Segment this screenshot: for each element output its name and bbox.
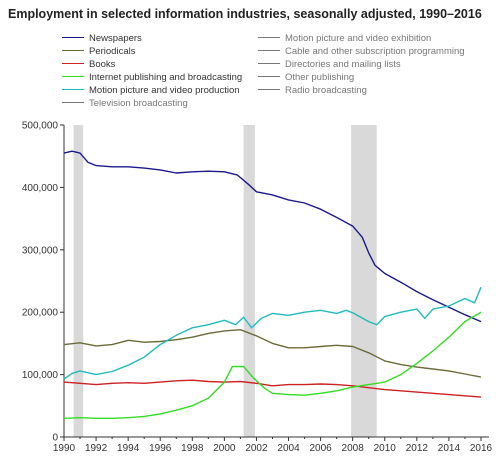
y-tick-label: 500,000: [22, 121, 59, 132]
legend-label-directories-mailing: Directories and mailing lists: [285, 59, 401, 70]
y-tick-label: 200,000: [22, 308, 59, 319]
series-line-internet-publishing-and-broadcasting: [63, 311, 482, 419]
legend-swatch-newspapers: [62, 36, 84, 38]
legend-swatch-cable-programming: [258, 49, 280, 51]
x-tick-label: 2008: [342, 443, 365, 454]
legend-label-television-broadcasting: Television broadcasting: [89, 98, 188, 109]
x-tick-label: 2014: [438, 443, 461, 454]
x-tick-label: 1998: [181, 443, 204, 454]
legend-label-newspapers: Newspapers: [89, 33, 142, 44]
series-line-periodicals: [63, 329, 482, 378]
legend-label-other-publishing: Other publishing: [285, 72, 355, 83]
legend-label-periodicals: Periodicals: [89, 46, 136, 57]
legend-label-cable-programming: Cable and other subscription programming: [285, 46, 465, 57]
legend-label-internet-publishing: Internet publishing and broadcasting: [89, 72, 243, 83]
y-tick-label: 100,000: [22, 370, 59, 381]
legend-swatch-directories-mailing: [258, 62, 280, 64]
axes: 0 100,000 200,000 300,000 400,000 500,000 1990…: [22, 121, 493, 455]
series-line-newspapers: [63, 150, 482, 323]
legend-label-books: Books: [89, 59, 116, 70]
legend-swatch-radio-broadcasting: [258, 88, 280, 90]
y-tick-label: 0: [52, 433, 58, 444]
series-line-books: [63, 379, 482, 398]
x-tick-label: 1992: [85, 443, 108, 454]
legend-swatch-periodicals: [62, 49, 84, 51]
legend-periodicals[interactable]: Periodicals: [62, 46, 135, 58]
legend-label-motion-picture-production: Motion picture and video production: [89, 85, 240, 96]
x-tick-label: 2002: [245, 443, 268, 454]
legend-internet-publishing[interactable]: Internet publishing and broadcasting: [62, 72, 242, 84]
legend-books[interactable]: Books: [62, 59, 115, 71]
y-tick-label: 400,000: [22, 183, 59, 194]
legend-swatch-television-broadcasting: [62, 101, 84, 103]
legend-swatch-books: [62, 62, 84, 64]
x-tick-label: 2000: [213, 443, 236, 454]
recession-band: [243, 125, 255, 437]
series-lines: [63, 150, 482, 419]
legend-cable-programming[interactable]: Cable and other subscription programming: [258, 46, 465, 58]
x-tick-label: 2012: [406, 443, 429, 454]
legend-swatch-motion-picture-exhibition: [258, 36, 280, 38]
x-tick-label: 2004: [277, 443, 300, 454]
legend-swatch-internet-publishing: [62, 75, 84, 77]
legend-newspapers[interactable]: Newspapers: [62, 33, 142, 45]
legend-other-publishing[interactable]: Other publishing: [258, 72, 354, 84]
y-tick-label: 300,000: [22, 245, 59, 256]
recession-band: [351, 125, 377, 437]
legend-television-broadcasting[interactable]: Television broadcasting: [62, 98, 188, 110]
legend-swatch-other-publishing: [258, 75, 280, 77]
legend-swatch-motion-picture-production: [62, 88, 84, 90]
x-tick-label: 2010: [374, 443, 397, 454]
x-tick-label: 1990: [53, 443, 76, 454]
recession-band: [73, 125, 84, 437]
x-tick-label: 2016: [470, 443, 493, 454]
legend-directories-mailing[interactable]: Directories and mailing lists: [258, 59, 401, 71]
x-tick-label: 2006: [309, 443, 332, 454]
chart-title: Employment in selected information indus…: [8, 7, 482, 21]
x-tick-label: 1994: [117, 443, 140, 454]
legend-radio-broadcasting[interactable]: Radio broadcasting: [258, 85, 367, 97]
legend-motion-picture-production[interactable]: Motion picture and video production: [62, 85, 240, 97]
x-tick-label: 1996: [149, 443, 172, 454]
series-line-motion-picture-and-video-production: [63, 286, 482, 380]
legend-motion-picture-exhibition[interactable]: Motion picture and video exhibition: [258, 33, 431, 45]
legend-label-radio-broadcasting: Radio broadcasting: [285, 85, 367, 96]
legend-label-motion-picture-exhibition: Motion picture and video exhibition: [285, 33, 432, 44]
